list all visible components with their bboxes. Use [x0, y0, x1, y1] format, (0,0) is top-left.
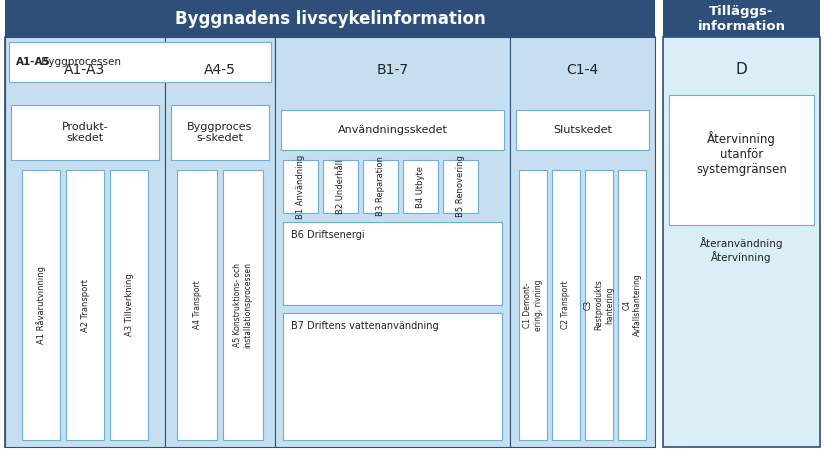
Bar — [275, 37, 510, 447]
Bar — [323, 160, 358, 213]
Text: A4 Transport: A4 Transport — [192, 281, 201, 329]
Text: Slutskedet: Slutskedet — [553, 125, 612, 135]
Text: C1-4: C1-4 — [567, 63, 599, 77]
Text: A4-5: A4-5 — [204, 63, 236, 77]
Bar — [9, 42, 271, 82]
Text: C3
Restprodukts
hantering: C3 Restprodukts hantering — [584, 280, 614, 330]
Bar — [5, 0, 655, 37]
Bar — [519, 170, 547, 440]
Text: B7 Driftens vattenanvändning: B7 Driftens vattenanvändning — [291, 321, 439, 331]
Bar — [663, 0, 820, 37]
Bar — [177, 170, 217, 440]
Text: A1 Råvarutvinning: A1 Råvarutvinning — [36, 266, 46, 344]
Text: Användningsskedet: Användningsskedet — [337, 125, 447, 135]
Bar — [281, 110, 504, 150]
Bar — [223, 170, 263, 440]
Bar — [66, 170, 104, 440]
Bar — [618, 170, 646, 440]
Bar — [585, 170, 613, 440]
Text: B1-7: B1-7 — [376, 63, 408, 77]
Bar — [510, 37, 655, 447]
Bar — [171, 105, 269, 160]
Text: A5 Konstruktions- och
installationsprocessen: A5 Konstruktions- och installationsproce… — [233, 262, 252, 348]
Text: A1-A3: A1-A3 — [64, 63, 106, 77]
Bar — [110, 170, 148, 440]
Text: B5 Renovering: B5 Renovering — [456, 156, 465, 217]
Bar — [283, 160, 318, 213]
Text: B4 Utbyte: B4 Utbyte — [416, 166, 425, 207]
Bar — [663, 37, 820, 447]
Text: Produkt-
skedet: Produkt- skedet — [62, 121, 108, 143]
Text: A2 Transport: A2 Transport — [81, 278, 89, 332]
Bar — [363, 160, 398, 213]
Bar — [5, 37, 165, 447]
Bar — [283, 313, 502, 440]
Bar — [403, 160, 438, 213]
Bar — [165, 37, 275, 447]
Text: B6 Driftsenergi: B6 Driftsenergi — [291, 230, 365, 240]
Text: C1 Demont-
ering, rivning: C1 Demont- ering, rivning — [523, 279, 543, 331]
Bar — [283, 222, 502, 305]
Text: B3 Reparation: B3 Reparation — [376, 157, 385, 217]
Text: D: D — [736, 62, 747, 77]
Bar — [552, 170, 580, 440]
Bar — [516, 110, 649, 150]
Text: B2 Underhåll: B2 Underhåll — [336, 159, 345, 214]
Text: Tilläggs-
information: Tilläggs- information — [697, 5, 785, 32]
Text: Byggnadens livscykelinformation: Byggnadens livscykelinformation — [175, 10, 485, 27]
Bar — [11, 105, 159, 160]
Text: Byggprocessen: Byggprocessen — [38, 57, 121, 67]
Bar — [5, 37, 655, 447]
Bar — [22, 170, 60, 440]
Text: Återvinning
utanför
systemgränsen: Återvinning utanför systemgränsen — [696, 131, 787, 176]
Bar — [443, 160, 478, 213]
Text: C4
Avfallshantering: C4 Avfallshantering — [622, 273, 642, 336]
Text: Byggproces
s-skedet: Byggproces s-skedet — [187, 121, 252, 143]
Text: A3 Tillverkning: A3 Tillverkning — [125, 273, 134, 336]
Text: C2 Transport: C2 Transport — [562, 281, 571, 329]
Text: B1 Användning: B1 Användning — [296, 154, 305, 218]
Text: A1-A5: A1-A5 — [16, 57, 51, 67]
Text: Återanvändning
Återvinning: Återanvändning Återvinning — [700, 237, 783, 263]
Bar — [669, 95, 814, 225]
